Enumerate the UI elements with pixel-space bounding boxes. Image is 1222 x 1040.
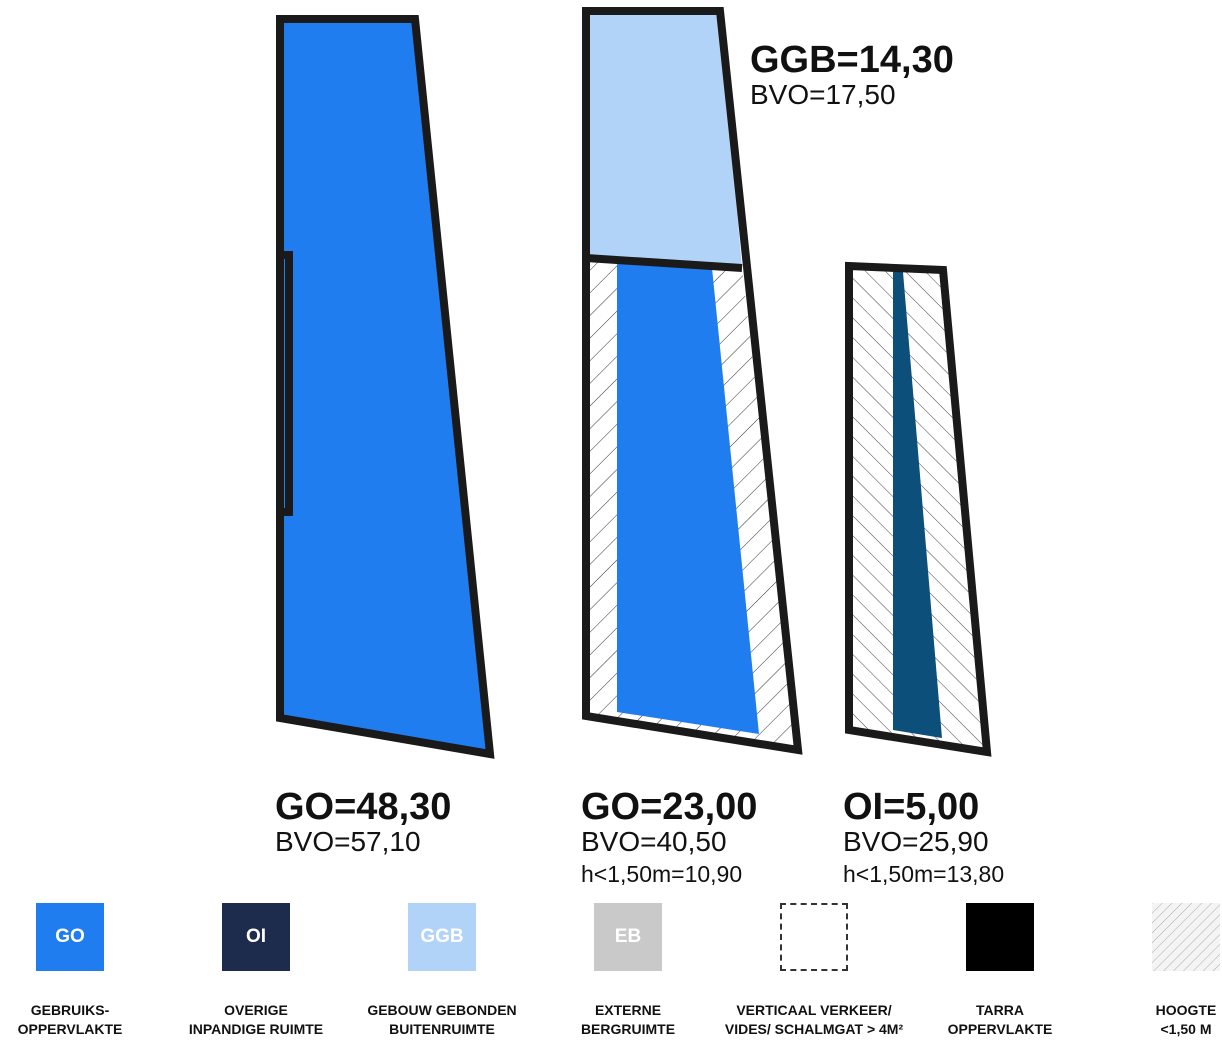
legend-go-line1: GEBRUIKS- (30, 1002, 110, 1018)
middle-go-area (617, 262, 759, 734)
middle-top-label: GGB=14,30 BVO=17,50 (750, 40, 954, 110)
legend-hoogte-line2: <1,50 M (1160, 1021, 1212, 1037)
right-oi-value: OI=5,00 (843, 786, 980, 828)
legend-oi-line1: OVERIGE (224, 1002, 288, 1018)
middle-go-value: GO=23,00 (581, 786, 758, 828)
legend-oi-text: OVERIGE INPANDIGE RUIMTE (166, 1001, 346, 1039)
left-go-value: GO=48,30 (275, 786, 452, 828)
left-bvo-value: BVO=57,10 (275, 826, 421, 857)
legend-vv-swatch (780, 903, 848, 971)
legend-go-line2: OPPERVLAKTE (17, 1021, 123, 1037)
legend-eb: EB EXTERNE BERGRUIMTE (538, 903, 718, 1039)
legend-eb-line2: BERGRUIMTE (580, 1021, 676, 1037)
legend-ggb-line2: BUITENRUIMTE (389, 1021, 495, 1037)
legend-ggb: GGB GEBOUW GEBONDEN BUITENRUIMTE (352, 903, 532, 1039)
legend-hoogte-text: HOOGTE <1,50 M (1096, 1001, 1222, 1039)
legend-vv-line1: VERTICAAL VERKEER/ (736, 1002, 892, 1018)
middle-low-height-value: h<1,50m=10,90 (581, 861, 743, 887)
legend-hoogte-swatch (1152, 903, 1220, 971)
legend-tarra-text: TARRA OPPERVLAKTE (910, 1001, 1090, 1039)
legend-eb-swatch: EB (594, 903, 662, 971)
ggb-bvo-value: BVO=17,50 (750, 79, 896, 110)
middle-label: GO=23,00 BVO=40,50 h<1,50m=10,90 (581, 787, 757, 887)
middle-shape (582, 7, 803, 755)
legend-hoogte-line1: HOOGTE (1155, 1002, 1217, 1018)
legend-oi-swatch: OI (222, 903, 290, 971)
left-label: GO=48,30 BVO=57,10 (275, 787, 451, 857)
hatch-swatch-icon (1152, 903, 1220, 971)
right-label: OI=5,00 BVO=25,90 h<1,50m=13,80 (843, 787, 1004, 887)
legend-oi-line2: INPANDIGE RUIMTE (188, 1021, 324, 1037)
right-outline (845, 261, 992, 757)
legend-ggb-text: GEBOUW GEBONDEN BUITENRUIMTE (352, 1001, 532, 1039)
legend-go: GO GEBRUIKS- OPPERVLAKTE (0, 903, 160, 1039)
middle-bvo-value: BVO=40,50 (581, 826, 727, 857)
legend-go-text: GEBRUIKS- OPPERVLAKTE (0, 1001, 160, 1039)
ggb-value: GGB=14,30 (750, 39, 954, 81)
legend-go-swatch: GO (36, 903, 104, 971)
right-bvo-value: BVO=25,90 (843, 826, 989, 857)
legend-ggb-swatch: GGB (408, 903, 476, 971)
legend-eb-text: EXTERNE BERGRUIMTE (538, 1001, 718, 1039)
legend-hoogte: HOOGTE <1,50 M (1096, 903, 1222, 1039)
legend-vv-line2: VIDES/ SCHALMGAT > 4M² (724, 1021, 904, 1037)
legend-tarra-line2: OPPERVLAKTE (947, 1021, 1053, 1037)
legend-oi: OI OVERIGE INPANDIGE RUIMTE (166, 903, 346, 1039)
middle-divider (585, 254, 743, 272)
right-shape (845, 261, 992, 757)
legend-ggb-line1: GEBOUW GEBONDEN (367, 1002, 517, 1018)
legend-vv: VERTICAAL VERKEER/ VIDES/ SCHALMGAT > 4M… (724, 903, 904, 1039)
right-low-height-value: h<1,50m=13,80 (843, 861, 1005, 887)
left-wall-notch (283, 251, 293, 516)
left-go-area (276, 15, 495, 759)
middle-ggb-area (586, 11, 742, 268)
legend-vv-text: VERTICAAL VERKEER/ VIDES/ SCHALMGAT > 4M… (724, 1001, 904, 1039)
legend-eb-line1: EXTERNE (594, 1002, 662, 1018)
legend-tarra-swatch (966, 903, 1034, 971)
right-oi-area (893, 272, 942, 738)
middle-outline (582, 7, 803, 755)
legend-tarra-line1: TARRA (976, 1002, 1024, 1018)
legend-tarra: TARRA OPPERVLAKTE (910, 903, 1090, 1039)
